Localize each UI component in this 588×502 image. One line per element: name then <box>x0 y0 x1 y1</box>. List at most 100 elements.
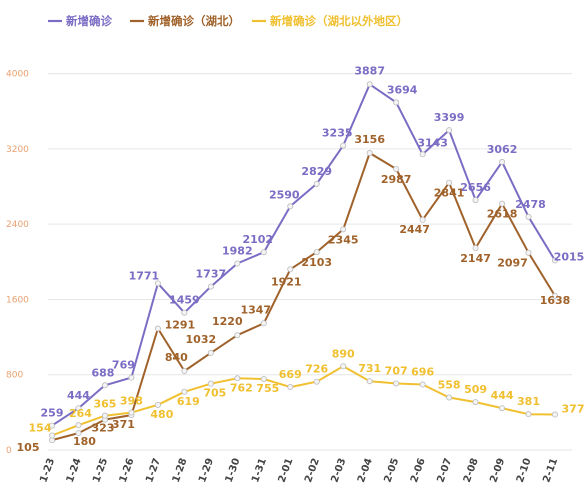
data-label-s2: 1347 <box>240 303 271 316</box>
data-point-s2 <box>313 249 320 256</box>
y-tick-label: 4000 <box>6 70 29 80</box>
data-point-s2 <box>207 349 214 356</box>
data-label-s2: 2618 <box>487 208 518 221</box>
x-tick-label: 2-02 <box>303 457 322 484</box>
data-label-s1: 3062 <box>487 143 518 156</box>
data-point-s1 <box>446 127 453 134</box>
data-label-s1: 2102 <box>242 233 273 246</box>
data-label-s1: 3887 <box>354 64 385 77</box>
data-label-s2: 323 <box>91 422 114 435</box>
x-tick-label: 2-10 <box>515 457 534 484</box>
data-point-s3 <box>181 388 188 395</box>
x-tick-label: 1-24 <box>65 457 84 484</box>
data-point-s1 <box>525 213 532 220</box>
data-label-s3: 381 <box>517 395 540 408</box>
data-point-s3 <box>128 409 135 416</box>
data-point-s1 <box>75 405 82 412</box>
data-point-s1 <box>393 99 400 106</box>
x-tick-label: 1-30 <box>224 457 243 484</box>
data-point-s2 <box>525 249 532 256</box>
data-point-s1 <box>207 283 214 290</box>
data-label-s2: 2147 <box>460 252 491 265</box>
data-point-s1 <box>472 197 479 204</box>
data-point-s2 <box>499 200 506 207</box>
data-label-s2: 180 <box>73 435 96 448</box>
data-label-s1: 1771 <box>129 269 160 282</box>
data-label-s1: 688 <box>91 366 114 379</box>
data-label-s1: 259 <box>41 407 64 420</box>
x-tick-label: 2-11 <box>541 457 560 484</box>
data-point-s3 <box>313 378 320 385</box>
data-label-s3: 619 <box>177 395 200 408</box>
x-tick-label: 1-31 <box>250 457 269 484</box>
data-point-s2 <box>472 244 479 251</box>
data-label-s1: 1982 <box>222 245 253 258</box>
data-label-s3: 755 <box>256 382 279 395</box>
data-point-s3 <box>260 375 267 382</box>
data-point-s3 <box>75 422 82 429</box>
data-label-s3: 762 <box>230 381 253 394</box>
data-point-s3 <box>154 401 161 408</box>
data-point-s2 <box>366 150 373 157</box>
data-label-s3: 726 <box>305 363 328 376</box>
data-point-s2 <box>340 226 347 233</box>
data-label-s1: 3694 <box>387 83 418 96</box>
x-tick-label: 2-09 <box>488 457 507 484</box>
data-point-s1 <box>419 151 426 158</box>
x-tick-label: 1-26 <box>118 457 137 484</box>
x-tick-label: 2-03 <box>330 457 349 484</box>
data-label-s2: 105 <box>17 441 40 454</box>
data-label-s1: 3143 <box>417 136 448 149</box>
data-point-s2 <box>552 292 559 299</box>
y-tick-label: 3200 <box>6 145 29 155</box>
data-labels: 2594446887691771145917371982210225902829… <box>17 64 585 454</box>
data-point-s1 <box>499 158 506 165</box>
x-axis-ticks: 1-23 1-24 1-25 1-26 1-27 1-28 1-29 1-30 1-31 2-01… <box>38 457 560 484</box>
data-label-s1: 2656 <box>460 181 491 194</box>
data-label-s2: 1291 <box>165 319 196 332</box>
data-point-s3 <box>499 405 506 412</box>
data-point-s2 <box>181 367 188 374</box>
data-label-s1: 3235 <box>322 127 353 140</box>
data-label-s2: 840 <box>165 351 188 364</box>
data-point-s1 <box>313 180 320 187</box>
data-label-s2: 2987 <box>381 173 412 186</box>
data-point-s2 <box>75 430 82 437</box>
data-label-s2: 2103 <box>301 256 332 269</box>
data-label-s2: 2447 <box>399 223 430 236</box>
data-point-s1 <box>128 374 135 381</box>
data-label-s3: 731 <box>358 362 381 375</box>
data-point-s1 <box>49 422 56 429</box>
data-point-s2 <box>287 266 294 273</box>
data-point-s3 <box>234 375 241 382</box>
data-label-s1: 2478 <box>515 198 546 211</box>
data-label-s3: 365 <box>93 398 116 411</box>
x-tick-label: 1-23 <box>38 457 57 484</box>
x-tick-label: 2-01 <box>277 457 296 484</box>
data-label-s1: 769 <box>112 359 135 372</box>
data-label-s3: 444 <box>491 389 514 402</box>
data-point-s3 <box>366 378 373 385</box>
grid-lines <box>48 73 572 451</box>
data-point-s3 <box>552 411 559 418</box>
legend-label-3: 新增确诊（湖北以外地区） <box>270 14 408 28</box>
y-tick-label: 1600 <box>6 295 29 305</box>
x-tick-label: 1-25 <box>91 457 110 484</box>
legend-label-2: 新增确诊（湖北） <box>148 14 240 28</box>
data-label-s2: 2345 <box>328 233 359 246</box>
data-point-s3 <box>287 384 294 391</box>
data-label-s3: 669 <box>279 368 302 381</box>
data-point-s1 <box>287 203 294 210</box>
data-label-s3: 377 <box>562 403 585 416</box>
data-label-s1: 3399 <box>434 111 465 124</box>
y-tick-label: 800 <box>6 371 23 381</box>
data-point-s1 <box>154 280 161 287</box>
x-tick-label: 2-05 <box>382 457 401 484</box>
data-label-s1: 2590 <box>269 188 300 201</box>
data-label-s2: 2841 <box>434 187 465 200</box>
x-tick-label: 2-08 <box>462 457 481 484</box>
data-label-s3: 705 <box>203 387 226 400</box>
data-label-s2: 3156 <box>354 133 385 146</box>
data-point-s1 <box>181 309 188 316</box>
